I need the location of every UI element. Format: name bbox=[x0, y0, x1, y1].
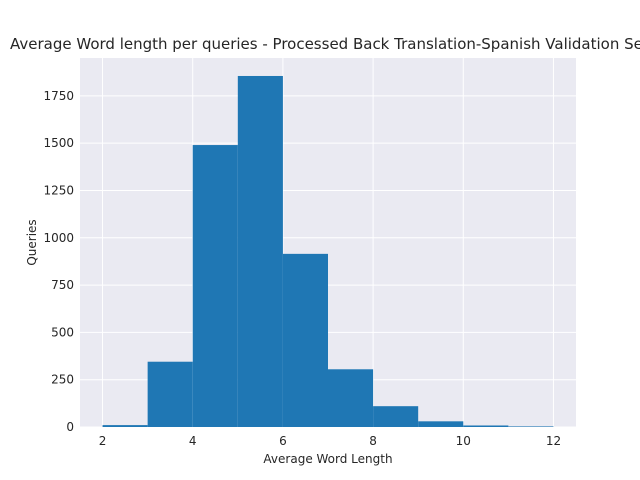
histogram-bar bbox=[418, 421, 464, 427]
histogram-bar bbox=[282, 253, 328, 427]
x-tick-label: 6 bbox=[279, 434, 287, 448]
histogram-bar bbox=[147, 361, 193, 427]
x-axis-label: Average Word Length bbox=[263, 452, 392, 466]
y-tick-labels: 0 250 500 750 1000 1250 1500 1750 bbox=[43, 89, 74, 434]
x-tick-label: 8 bbox=[369, 434, 377, 448]
histogram-bar bbox=[237, 75, 283, 427]
y-tick-label: 1750 bbox=[43, 89, 74, 103]
x-tick-label: 4 bbox=[189, 434, 197, 448]
x-tick-label: 2 bbox=[99, 434, 107, 448]
x-tick-label: 10 bbox=[456, 434, 471, 448]
y-tick-label: 1500 bbox=[43, 136, 74, 150]
y-tick-label: 250 bbox=[51, 373, 74, 387]
bars bbox=[102, 75, 554, 428]
x-tick-labels: 2 4 6 8 10 12 bbox=[99, 434, 561, 448]
y-tick-label: 750 bbox=[51, 278, 74, 292]
y-tick-label: 0 bbox=[66, 420, 74, 434]
histogram-bar bbox=[463, 425, 509, 427]
y-tick-label: 1000 bbox=[43, 231, 74, 245]
y-tick-label: 500 bbox=[51, 325, 74, 339]
y-tick-label: 1250 bbox=[43, 183, 74, 197]
histogram-bar bbox=[373, 406, 419, 427]
y-axis-label: Queries bbox=[25, 219, 39, 265]
histogram-bar bbox=[102, 425, 148, 427]
x-tick-label: 12 bbox=[546, 434, 561, 448]
chart-title: Average Word length per queries - Proces… bbox=[10, 35, 640, 53]
histogram-bar bbox=[508, 426, 554, 427]
histogram-bar bbox=[192, 145, 238, 428]
histogram-bar bbox=[328, 369, 374, 427]
